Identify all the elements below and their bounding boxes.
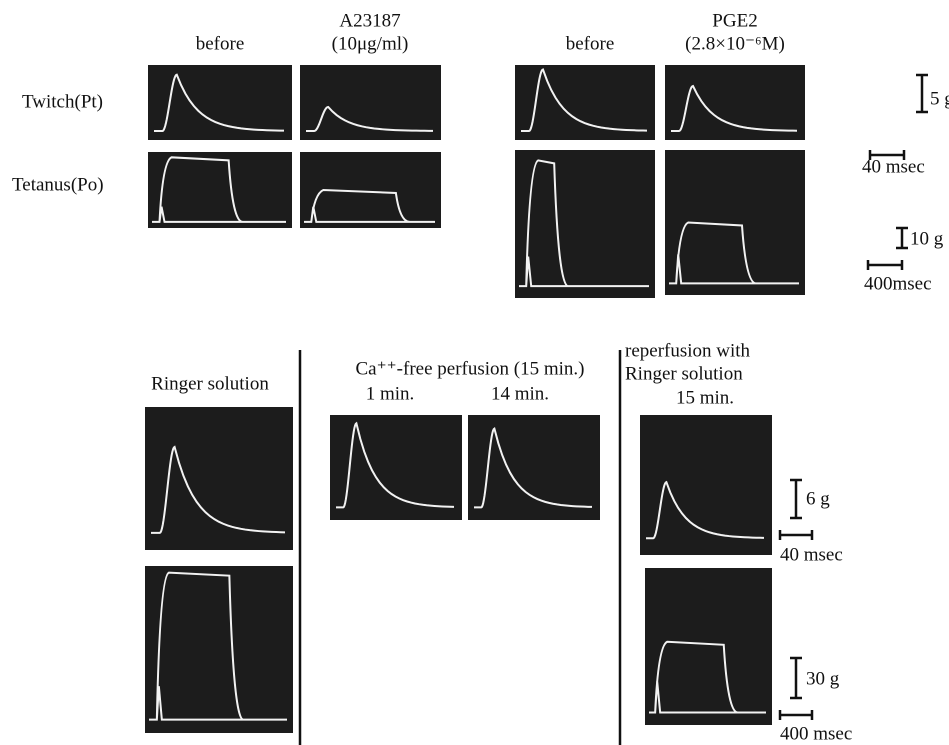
column-header: (2.8×10⁻⁶M) [685, 33, 785, 54]
column-header: Ringer solution [625, 363, 743, 384]
oscilloscope-panel [665, 150, 805, 295]
scale-label: 40 msec [862, 156, 925, 177]
scale-label: 30 g [806, 668, 840, 689]
column-header: PGE2 [712, 10, 757, 31]
column-header: A23187 [339, 10, 400, 31]
row-label: Tetanus(Po) [12, 174, 104, 195]
scale-label: 40 msec [780, 544, 843, 565]
scale-label: 5 g [930, 88, 949, 109]
oscilloscope-panel [665, 65, 805, 140]
scale-label: 6 g [806, 488, 830, 509]
column-header: (10μg/ml) [332, 33, 409, 54]
oscilloscope-panel [300, 152, 441, 228]
column-header: 1 min. [366, 383, 415, 404]
oscilloscope-panel [145, 566, 293, 733]
oscilloscope-panel [148, 152, 292, 228]
oscilloscope-panel [640, 415, 772, 555]
column-header: 14 min. [491, 383, 549, 404]
row-label: Twitch(Pt) [22, 91, 103, 112]
scale-bar [870, 75, 928, 160]
figure: before A23187 (10μg/ml) before PGE2 (2.8… [0, 0, 949, 745]
column-header: reperfusion with [625, 340, 751, 361]
oscilloscope-panel [145, 407, 293, 550]
scale-label: 400msec [864, 273, 932, 294]
column-header: before [196, 33, 245, 54]
column-header: Ca⁺⁺-free perfusion (15 min.) [356, 358, 585, 379]
column-header: Ringer solution [151, 373, 269, 394]
scale-label: 400 msec [780, 723, 852, 744]
oscilloscope-panel [515, 150, 655, 298]
scale-label: 10 g [910, 228, 944, 249]
column-header: before [566, 33, 615, 54]
scale-bar [868, 228, 908, 270]
column-header: 15 min. [676, 387, 734, 408]
